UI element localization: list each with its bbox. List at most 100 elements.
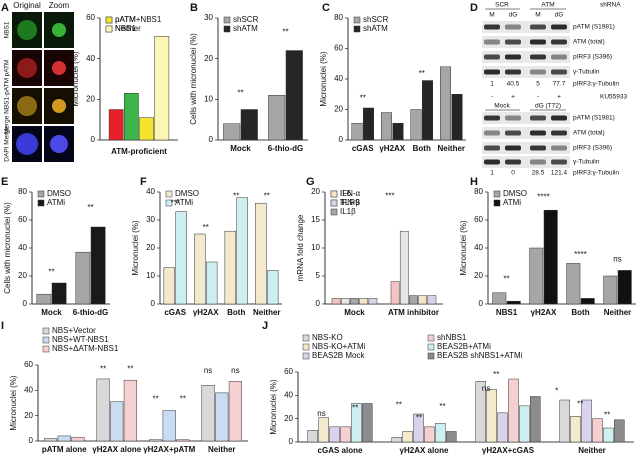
significance: **: [237, 89, 243, 98]
band: [484, 54, 500, 60]
panel-label: H: [470, 176, 478, 188]
bar: [124, 92, 139, 141]
y-tick-label: 20: [474, 271, 483, 280]
image: [52, 23, 66, 37]
bar: [614, 419, 625, 443]
y-tick-label: 15: [311, 215, 320, 224]
x-tick-label: γH2AX alone: [400, 446, 449, 455]
panel-label: J: [262, 320, 268, 332]
legend-swatch: [427, 343, 435, 351]
blot-row-label: ATM (total): [573, 39, 605, 46]
bar: [175, 211, 187, 305]
band: [530, 24, 546, 30]
band: [530, 145, 546, 151]
bar: [154, 36, 170, 141]
row-label: Merge NBS1-pATM: [4, 78, 11, 134]
band: [505, 145, 521, 151]
legend-label: ATMi: [503, 198, 521, 207]
y-tick-label: 20: [146, 243, 155, 252]
bar: [413, 413, 424, 443]
band: [530, 69, 546, 75]
bar: [176, 439, 190, 442]
y-axis-label: Micronuclei (%): [319, 51, 328, 106]
legend-swatch: [165, 199, 173, 207]
x-tick-label: Neither: [253, 308, 281, 317]
legend-label: IFN-α: [340, 189, 361, 198]
y-tick-label: 0: [91, 135, 96, 144]
significance: **: [352, 404, 358, 413]
bar: [149, 439, 163, 442]
legend-label: IL6: [340, 189, 352, 198]
bar: [331, 298, 341, 305]
significance: **: [577, 399, 583, 408]
legend-swatch: [105, 16, 113, 24]
y-tick-label: 20: [311, 187, 320, 196]
significance: ****: [537, 193, 549, 202]
significance: ns: [482, 384, 490, 393]
image: [17, 96, 37, 116]
legend-label: BEAS2B+ATMi: [437, 342, 491, 351]
blot-row-label: pIRF3 (S396): [573, 54, 612, 61]
significance: **: [100, 365, 106, 374]
band: [530, 159, 546, 165]
row-label: NBS1: [4, 21, 11, 38]
y-tick-label: 5: [316, 271, 321, 280]
band: [484, 159, 500, 165]
x-tick-label: γH2AX: [379, 144, 405, 153]
y-tick-label: 20: [24, 411, 33, 420]
x-tick-label: pATM alone: [42, 445, 87, 454]
legend-swatch: [165, 190, 173, 198]
bar: [285, 50, 303, 141]
y-tick-label: 40: [284, 390, 293, 399]
legend-label: DMSO: [503, 189, 527, 198]
significance: **: [493, 370, 499, 379]
bar: [228, 381, 242, 442]
bar: [427, 295, 437, 305]
band: [530, 130, 546, 136]
quant: 77.7: [553, 81, 566, 88]
band: [505, 54, 521, 60]
y-tick-label: 0: [29, 436, 34, 445]
significance: **: [604, 411, 610, 420]
bar: [223, 123, 241, 141]
legend-label: IFN-β: [340, 198, 361, 207]
legend-label: NBS+WT-NBS1: [52, 335, 109, 344]
blot-row-label: γ-Tubulin: [573, 159, 600, 166]
blot-strip: [482, 51, 570, 63]
bar: [201, 385, 215, 442]
band: [551, 115, 567, 121]
bar: [194, 233, 206, 305]
legend-swatch: [37, 190, 45, 198]
legend-label: ATMi: [175, 198, 193, 207]
significance: **: [127, 365, 133, 374]
band: [484, 115, 500, 121]
image: [16, 133, 38, 155]
bar: [51, 282, 67, 305]
significance: **: [87, 203, 93, 212]
significance: ns: [231, 366, 239, 375]
legend-swatch: [330, 190, 338, 198]
quant: 121.4: [551, 170, 568, 177]
legend-label: shSCR: [363, 15, 389, 24]
bar: [418, 295, 428, 305]
legend-label: NBS-KO+ATMi: [312, 342, 366, 351]
bar: [603, 427, 614, 443]
significance: **: [360, 94, 366, 103]
band: [505, 69, 521, 75]
bar: [580, 298, 595, 305]
legend-swatch: [427, 352, 435, 360]
y-tick-label: 10: [146, 271, 155, 280]
y-tick-label: 0: [339, 135, 344, 144]
legend-label: Neither: [115, 24, 141, 33]
bar: [409, 295, 418, 305]
blot-strip: [482, 112, 570, 124]
legend-label: shATM: [363, 24, 388, 33]
y-tick-label: 80: [18, 187, 27, 196]
y-tick-label: 0: [289, 437, 294, 446]
significance: **: [419, 69, 425, 78]
lane-label: -: [537, 94, 539, 101]
lane-label: +: [511, 94, 515, 101]
bar: [446, 431, 457, 443]
y-tick-label: 40: [86, 54, 95, 63]
legend-swatch: [42, 327, 50, 335]
